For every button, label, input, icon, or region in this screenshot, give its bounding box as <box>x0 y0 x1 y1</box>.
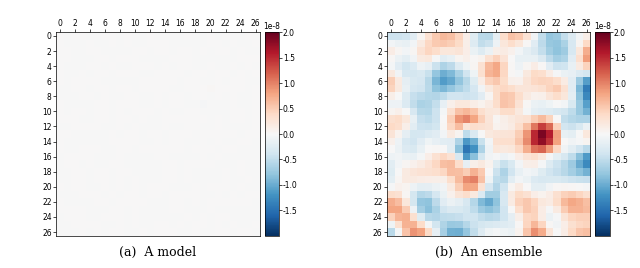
Title: 1e-8: 1e-8 <box>263 23 280 31</box>
Text: (a)  A model: (a) A model <box>119 246 196 259</box>
Title: 1e-8: 1e-8 <box>594 23 611 31</box>
Text: (b)  An ensemble: (b) An ensemble <box>435 246 542 259</box>
